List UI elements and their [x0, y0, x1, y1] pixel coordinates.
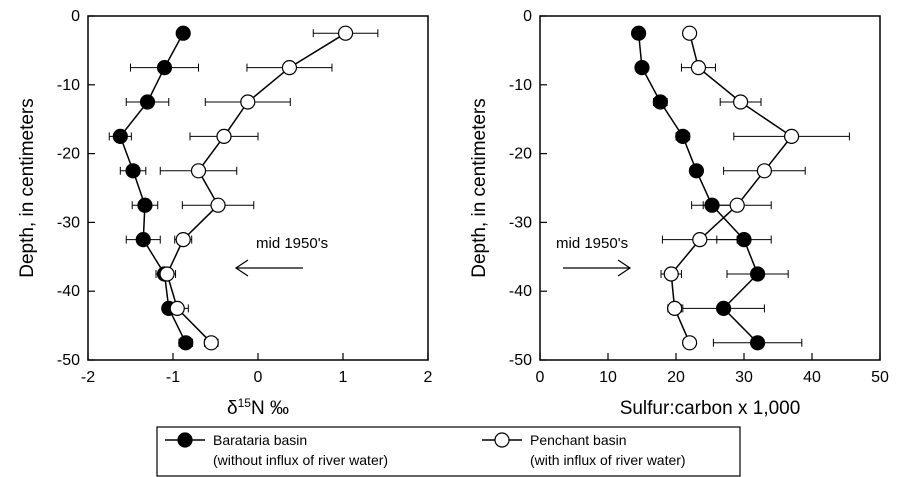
- left-x-axis-label: δ15N ‰: [227, 396, 289, 419]
- left-point-barataria: [135, 232, 151, 248]
- right-y-tick-label: -50: [509, 352, 532, 369]
- right-point-barataria: [652, 94, 668, 110]
- right-point-penchant: [681, 25, 698, 41]
- left-point-penchant: [175, 232, 191, 248]
- left-y-tick-label: -50: [57, 352, 80, 369]
- left-series-line-barataria: [119, 32, 187, 344]
- left-y-tick-label: -10: [57, 77, 80, 94]
- left-point-penchant: [210, 197, 226, 213]
- right-x-tick-label: 20: [667, 369, 685, 386]
- left-point-barataria: [175, 25, 191, 41]
- legend-frame: [156, 426, 741, 477]
- left-x-tick-label: 0: [254, 369, 263, 386]
- legend-marker-barataria: [177, 432, 193, 448]
- legend-marker-penchant: [494, 432, 510, 448]
- right-point-penchant: [681, 335, 698, 351]
- right-point-penchant: [729, 197, 745, 213]
- right-point-penchant: [732, 94, 749, 110]
- right-point-penchant: [690, 59, 707, 76]
- right-point-barataria: [715, 300, 732, 316]
- right-point-penchant: [783, 128, 800, 144]
- left-point-penchant: [203, 335, 219, 351]
- left-annotation-text: mid 1950's: [256, 235, 328, 252]
- right-point-penchant: [756, 163, 773, 179]
- right-y-axis-label: Depth, in centimeters: [469, 98, 490, 278]
- right-annotation-text: mid 1950's: [556, 235, 628, 252]
- right-y-tick-label: -40: [509, 283, 532, 300]
- left-point-barataria: [178, 335, 194, 351]
- left-point-penchant: [281, 59, 298, 76]
- legend-label-penchant: Penchant basin: [530, 432, 627, 448]
- left-point-barataria: [112, 128, 128, 144]
- left-y-tick-label: -40: [57, 283, 80, 300]
- left-point-barataria: [137, 197, 153, 213]
- right-point-penchant: [663, 266, 679, 282]
- right-series-line-barataria: [637, 33, 759, 344]
- right-point-barataria: [736, 232, 752, 248]
- left-y-tick-label: 0: [71, 8, 80, 25]
- legend-sublabel-penchant: (with influx of river water): [530, 452, 686, 468]
- right-x-tick-label: 40: [803, 369, 821, 386]
- right-point-barataria: [749, 266, 766, 282]
- right-point-barataria: [675, 128, 691, 144]
- right-y-tick-label: -30: [509, 214, 532, 231]
- left-y-tick-label: -20: [57, 146, 80, 163]
- left-point-penchant: [169, 300, 185, 316]
- left-y-tick-label: -30: [57, 214, 80, 231]
- left-x-tick-label: -2: [81, 369, 95, 386]
- left-y-axis-label: Depth, in centimeters: [17, 98, 38, 278]
- legend-sublabel-barataria: (without influx of river water): [213, 452, 388, 468]
- right-point-barataria: [630, 25, 647, 41]
- left-x-tick-label: -1: [166, 369, 180, 386]
- right-y-tick-label: 0: [523, 8, 532, 25]
- left-point-penchant: [337, 25, 354, 41]
- legend: Barataria basin (without influx of river…: [156, 426, 741, 477]
- left-point-penchant: [216, 128, 232, 144]
- right-x-tick-label: 50: [871, 369, 889, 386]
- left-point-barataria: [125, 163, 141, 179]
- left-x-tick-label: 2: [424, 369, 433, 386]
- left-series-line-penchant: [166, 32, 346, 344]
- legend-label-barataria: Barataria basin: [213, 432, 307, 448]
- right-point-penchant: [667, 300, 683, 316]
- right-y-tick-label: -10: [509, 77, 532, 94]
- right-point-barataria: [688, 163, 705, 179]
- right-point-penchant: [692, 232, 708, 248]
- right-x-tick-label: 30: [735, 369, 753, 386]
- left-x-tick-label: 1: [339, 369, 348, 386]
- left-point-barataria: [156, 59, 173, 76]
- right-point-barataria: [634, 59, 650, 76]
- left-point-barataria: [139, 94, 156, 110]
- right-annotation-arrow: [563, 259, 632, 277]
- right-x-axis-label: Sulfur:carbon x 1,000: [620, 398, 801, 419]
- right-plot-frame: [539, 15, 881, 361]
- left-point-penchant: [159, 266, 175, 282]
- right-y-tick-label: -20: [509, 146, 532, 163]
- right-series-line-penchant: [670, 33, 793, 344]
- right-chart-panel: Depth, in centimeters Sulfur:carbon x 1,…: [469, 8, 889, 419]
- right-point-barataria: [704, 197, 720, 213]
- right-x-tick-label: 10: [599, 369, 617, 386]
- left-point-penchant: [240, 94, 256, 110]
- left-chart-panel: Depth, in centimeters δ15N ‰ mid 1950's …: [17, 8, 433, 419]
- left-point-penchant: [190, 163, 207, 179]
- right-point-barataria: [749, 335, 766, 351]
- left-annotation-arrow: [234, 259, 303, 277]
- right-x-tick-label: 0: [536, 369, 545, 386]
